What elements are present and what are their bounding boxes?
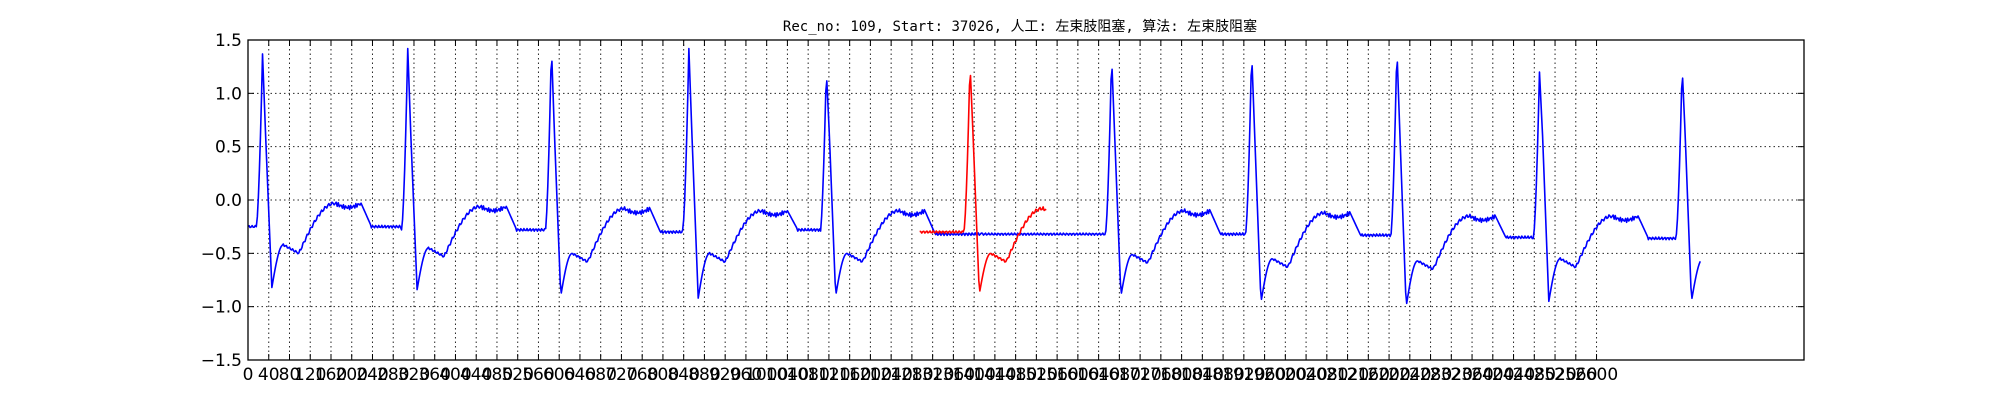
x-tick-label: 960 <box>730 365 762 385</box>
x-tick-label: 1400 <box>953 365 996 385</box>
x-tick-label: 600 <box>543 365 575 385</box>
x-tick-label: 2160 <box>1347 365 1390 385</box>
x-tick-label: 1960 <box>1243 365 1286 385</box>
axes: −1.5−1.0−0.50.00.51.01.50 40 8012016020024… <box>201 31 1804 385</box>
x-tick-label: 1800 <box>1160 365 1203 385</box>
x-tick-label: 1520 <box>1015 365 1058 385</box>
y-tick-label: −0.5 <box>201 244 242 264</box>
x-tick-label: 1560 <box>1035 365 1078 385</box>
x-tick-label: 2120 <box>1326 365 1369 385</box>
x-tick-label: 1880 <box>1201 365 1244 385</box>
x-tick-label: 160 <box>315 365 347 385</box>
x-tick-label: 2200 <box>1367 365 1410 385</box>
x-tick-label: 440 <box>460 365 492 385</box>
y-tick-label: −1.0 <box>201 298 242 318</box>
x-tick-label: 1120 <box>807 365 850 385</box>
x-tick-label: 720 <box>605 365 637 385</box>
x-tick-label: 2040 <box>1284 365 1327 385</box>
x-tick-label: 320 <box>398 365 430 385</box>
x-tick-label: 640 <box>564 365 596 385</box>
series-layer <box>247 47 1702 305</box>
x-tick-label: 2080 <box>1305 365 1348 385</box>
x-tick-label: 40 <box>258 365 280 385</box>
x-tick-label: 1000 <box>745 365 788 385</box>
y-tick-label: 1.0 <box>215 84 242 104</box>
x-tick-label: 1840 <box>1181 365 1224 385</box>
x-tick-label: 800 <box>647 365 679 385</box>
x-tick-label: 2400 <box>1471 365 1514 385</box>
x-tick-label: 2600 <box>1575 365 1618 385</box>
x-tick-label: 2240 <box>1388 365 1431 385</box>
x-tick-label: 880 <box>688 365 720 385</box>
x-tick-label: 400 <box>439 365 471 385</box>
x-tick-label: 840 <box>667 365 699 385</box>
x-tick-label: 1680 <box>1098 365 1141 385</box>
x-tick-label: 760 <box>626 365 658 385</box>
chart-title: Rec_no: 109, Start: 37026, 人工: 左束肢阻塞, 算法… <box>783 18 1257 35</box>
x-tick-label: 1480 <box>994 365 1037 385</box>
x-tick-label: 1160 <box>828 365 871 385</box>
x-tick-label: 2000 <box>1264 365 1307 385</box>
x-tick-label: 1760 <box>1139 365 1182 385</box>
x-tick-label: 2280 <box>1409 365 1452 385</box>
x-tick-label: 1200 <box>849 365 892 385</box>
x-tick-label: 1440 <box>973 365 1016 385</box>
x-tick-label: 120 <box>294 365 326 385</box>
x-tick-label: 80 <box>279 365 301 385</box>
x-tick-label: 560 <box>522 365 554 385</box>
y-tick-label: 1.5 <box>215 31 242 51</box>
x-tick-label: 2320 <box>1430 365 1473 385</box>
x-tick-label: 1720 <box>1118 365 1161 385</box>
grid-lines <box>248 40 1804 360</box>
x-tick-label: 2480 <box>1513 365 1556 385</box>
x-tick-label: 520 <box>501 365 533 385</box>
x-tick-label: 2440 <box>1492 365 1535 385</box>
x-tick-label: 680 <box>584 365 616 385</box>
x-tick-label: 1360 <box>932 365 975 385</box>
plot-frame <box>247 39 1805 361</box>
x-tick-label: 360 <box>418 365 450 385</box>
y-tick-label: 0.0 <box>215 191 242 211</box>
x-tick-label: 2520 <box>1533 365 1576 385</box>
x-tick-label: 2560 <box>1554 365 1597 385</box>
y-tick-label: −1.5 <box>201 351 242 371</box>
series-line-0 <box>247 47 1702 305</box>
x-tick-label: 480 <box>481 365 513 385</box>
x-tick-label: 1920 <box>1222 365 1265 385</box>
x-tick-label: 1320 <box>911 365 954 385</box>
x-tick-label: 0 <box>243 365 254 385</box>
x-tick-label: 1280 <box>890 365 933 385</box>
x-tick-label: 1240 <box>870 365 913 385</box>
x-tick-label: 240 <box>356 365 388 385</box>
x-tick-label: 200 <box>336 365 368 385</box>
y-tick-label: 0.5 <box>215 138 242 158</box>
x-tick-label: 1040 <box>766 365 809 385</box>
x-tick-label: 1600 <box>1056 365 1099 385</box>
x-tick-label: 2360 <box>1450 365 1493 385</box>
x-tick-label: 1080 <box>787 365 830 385</box>
x-tick-label: 1640 <box>1077 365 1120 385</box>
x-tick-label: 280 <box>377 365 409 385</box>
series-line-1 <box>919 74 1047 292</box>
x-tick-label: 920 <box>709 365 741 385</box>
